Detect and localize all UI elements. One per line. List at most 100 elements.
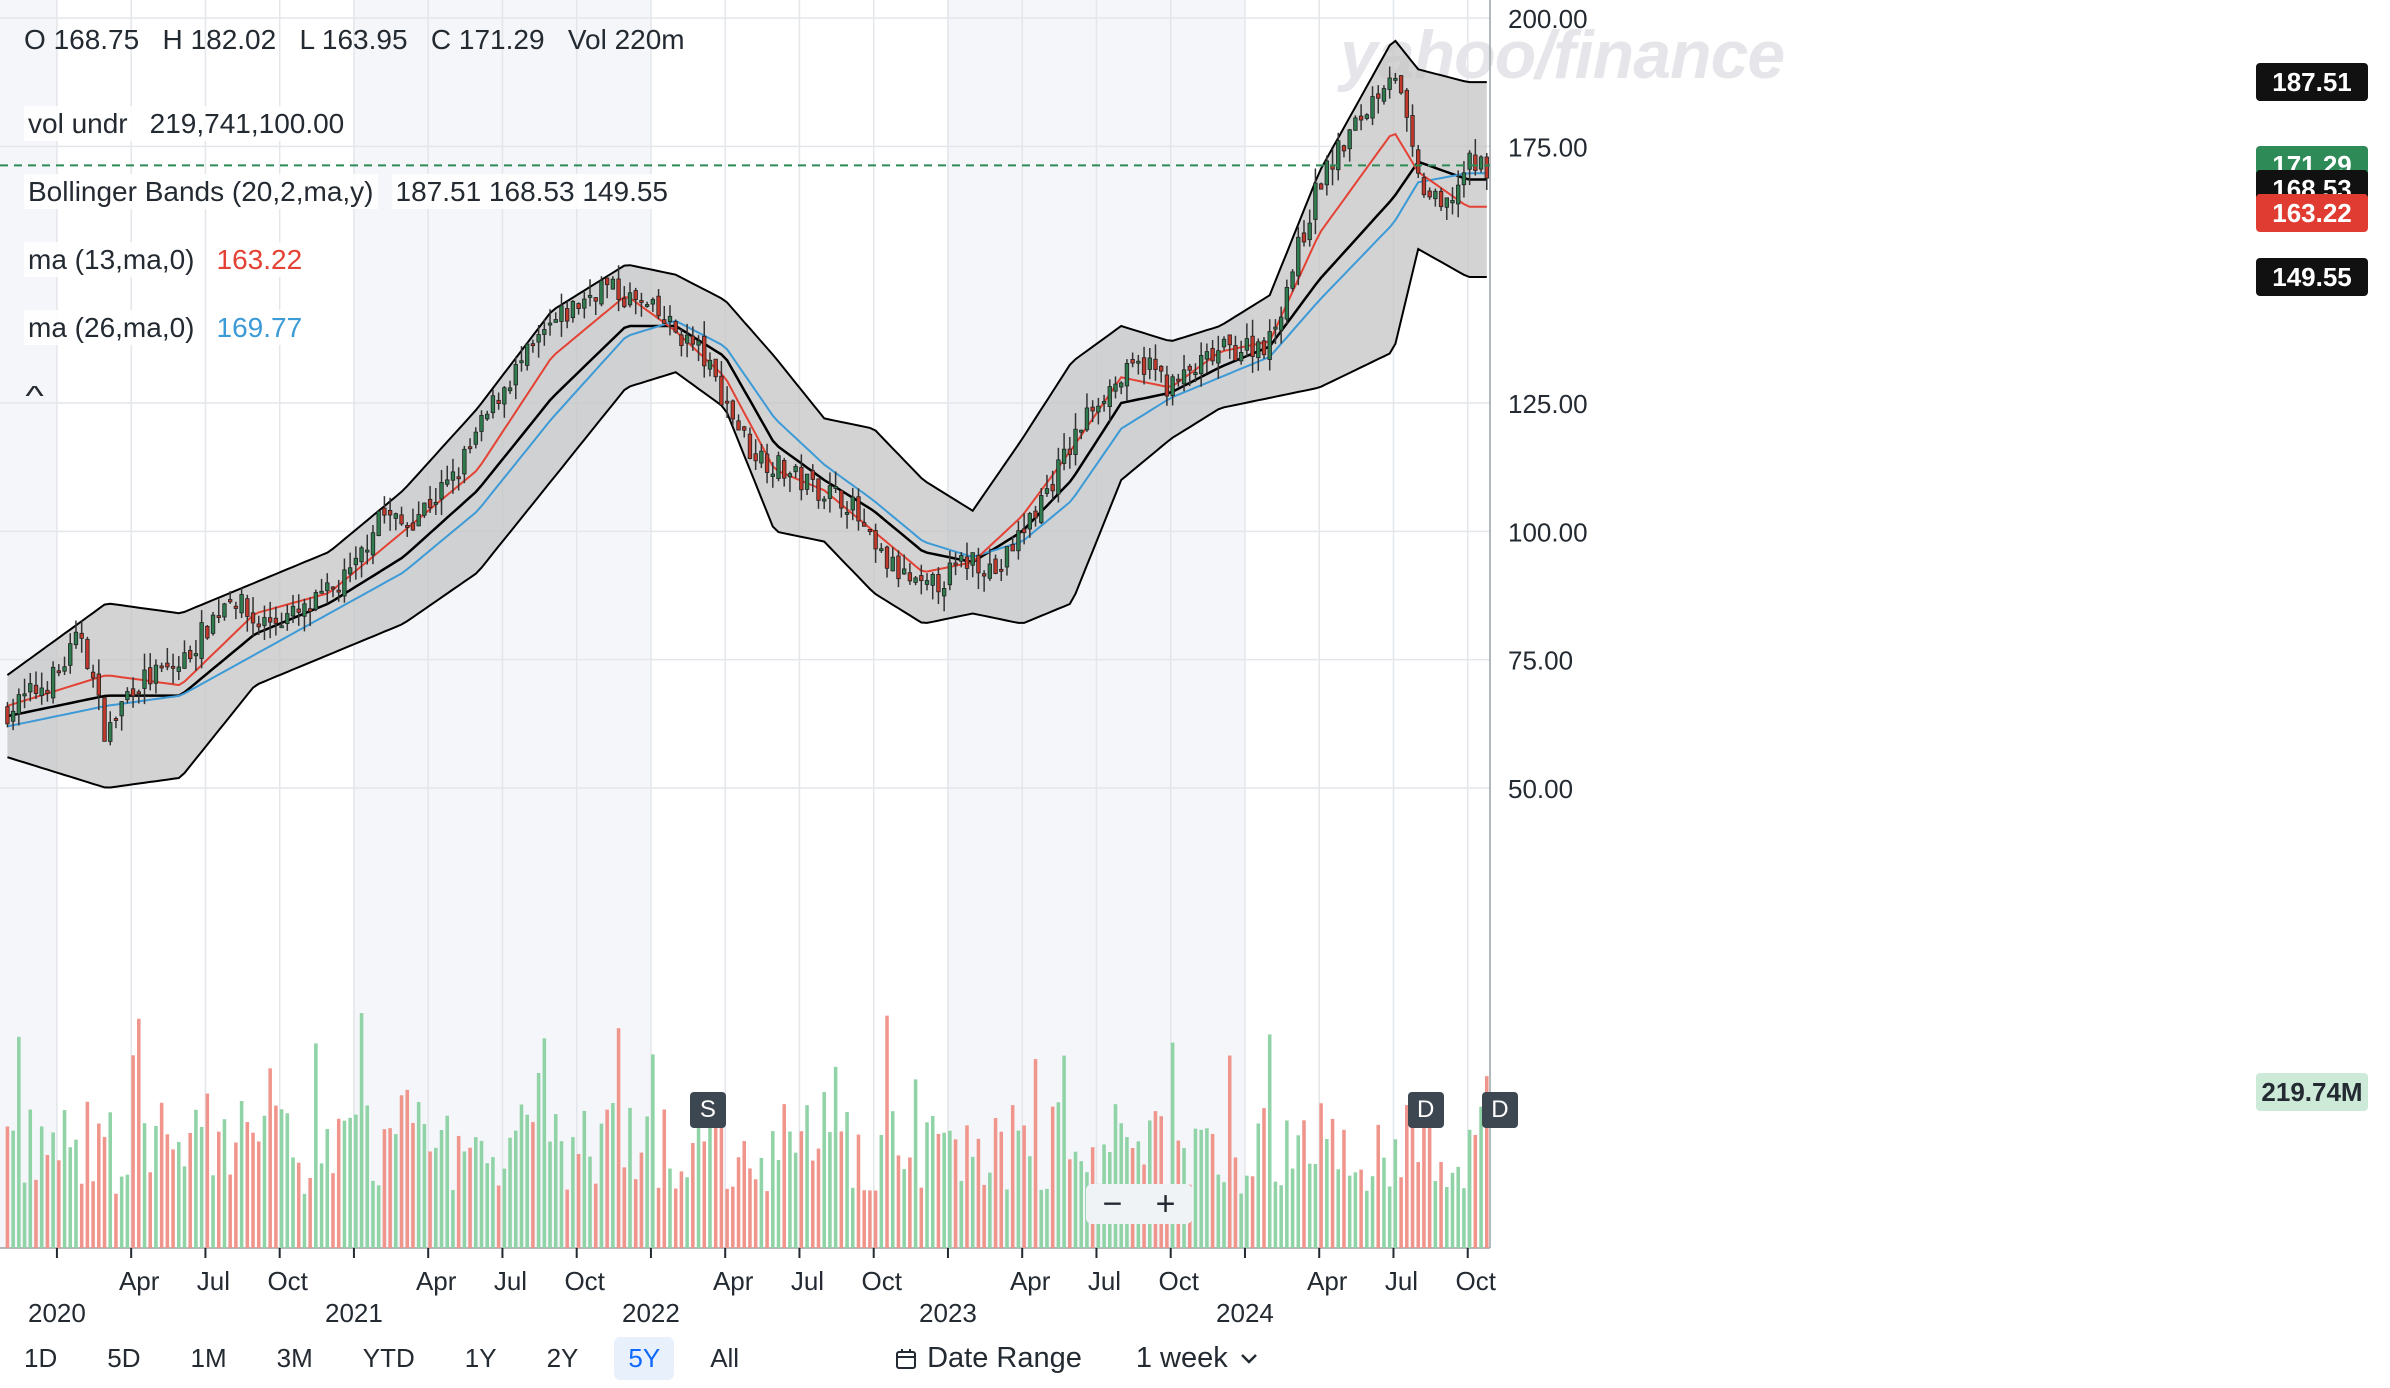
candle-body xyxy=(1096,405,1101,413)
volume-bar xyxy=(1010,1105,1015,1248)
candle-body xyxy=(1416,149,1421,174)
interval-dropdown[interactable]: 1 week xyxy=(1136,1342,1258,1375)
volume-bar xyxy=(279,1109,284,1248)
volume-bar xyxy=(1256,1123,1261,1248)
x-tick-label: Oct xyxy=(564,1266,605,1296)
volume-bar xyxy=(1296,1135,1301,1248)
volume-bar xyxy=(896,1155,901,1248)
candle-body xyxy=(170,665,176,669)
legend-ma26[interactable]: ma (26,ma,0) 169.77 xyxy=(24,310,320,345)
candle-body xyxy=(587,294,593,298)
dividend-event-badge[interactable]: D xyxy=(1407,1092,1444,1128)
candle-body xyxy=(799,466,804,491)
date-range-label: Date Range xyxy=(927,1342,1082,1374)
volume-bar xyxy=(1376,1124,1381,1248)
candle-body xyxy=(622,297,627,308)
candle-body xyxy=(616,278,621,300)
volume-bar xyxy=(462,1151,467,1248)
candle-body xyxy=(570,301,576,319)
candle-body xyxy=(936,574,941,593)
legend-name: ma (13,ma,0) xyxy=(24,242,199,277)
volume-bar xyxy=(793,1152,798,1248)
candle-body xyxy=(85,638,90,669)
volume-bar xyxy=(576,1153,581,1248)
legend-bollinger[interactable]: Bollinger Bands (20,2,ma,y) 187.51 168.53… xyxy=(24,174,686,209)
volume-bar xyxy=(1462,1188,1466,1248)
candle-body xyxy=(724,400,730,404)
range-button-5y[interactable]: 5Y xyxy=(614,1337,675,1380)
legend-value: 219,741,100.00 xyxy=(145,106,349,141)
volume-bar xyxy=(97,1123,101,1248)
candle-body xyxy=(1153,358,1158,370)
candle-body xyxy=(1119,382,1124,388)
volume-bar xyxy=(805,1105,809,1248)
open-label: O xyxy=(24,24,46,55)
volume-bar xyxy=(691,1143,695,1248)
candle-body xyxy=(1393,77,1398,81)
range-button-1m[interactable]: 1M xyxy=(190,1343,227,1373)
candle-body xyxy=(422,502,427,516)
volume-bar xyxy=(1467,1129,1472,1248)
volume-bar xyxy=(1450,1172,1455,1248)
volume-bar xyxy=(673,1188,678,1248)
candle-body xyxy=(1347,129,1352,150)
volume-bar xyxy=(970,1156,975,1248)
split-event-badge[interactable]: S xyxy=(689,1092,726,1128)
x-tick-label: Oct xyxy=(1158,1266,1199,1296)
candle-body xyxy=(747,433,753,459)
volume-bar xyxy=(1290,1168,1295,1248)
candle-body xyxy=(1324,160,1330,186)
candle-body xyxy=(176,666,181,672)
volume-bar xyxy=(319,1163,324,1248)
volume-bar xyxy=(57,1160,61,1248)
candle-body xyxy=(713,358,718,378)
chevron-down-icon xyxy=(1240,1353,1257,1364)
legend-ma13[interactable]: ma (13,ma,0) 163.22 xyxy=(24,242,320,277)
volume-bar xyxy=(816,1148,821,1248)
collapse-legend-chevron-icon[interactable]: ^ xyxy=(25,380,44,411)
candle-body xyxy=(1478,156,1484,170)
low-label: L xyxy=(299,24,315,55)
x-tick-label: Jul xyxy=(791,1266,824,1296)
candle-body xyxy=(1421,177,1427,196)
dividend-event-badge[interactable]: D xyxy=(1481,1092,1518,1128)
range-button-ytd[interactable]: YTD xyxy=(362,1343,415,1373)
candle-body xyxy=(330,586,336,590)
range-button-5d[interactable]: 5D xyxy=(107,1343,141,1373)
volume-bar xyxy=(1393,1139,1398,1248)
zoom-out-button[interactable]: − xyxy=(1102,1184,1123,1223)
candle-body xyxy=(319,590,324,594)
volume-bar xyxy=(1422,1126,1426,1248)
volume-bar xyxy=(468,1147,472,1248)
volume-bar xyxy=(268,1068,272,1248)
volume-bar xyxy=(1210,1133,1215,1248)
volume-bar xyxy=(628,1107,632,1248)
candle-body xyxy=(742,426,747,431)
candle-body xyxy=(1238,351,1244,362)
volume-bar xyxy=(1427,1105,1432,1248)
date-range-button[interactable]: Date Range xyxy=(895,1342,1082,1375)
range-button-1y[interactable]: 1Y xyxy=(464,1343,497,1373)
candle-body xyxy=(1427,190,1432,198)
candle-body xyxy=(307,608,313,612)
volume-bar xyxy=(1239,1193,1243,1248)
volume-bar xyxy=(445,1115,449,1248)
candle-body xyxy=(125,691,130,701)
volume-bar xyxy=(508,1137,512,1248)
candle-body xyxy=(553,319,558,323)
close-label: C xyxy=(430,24,452,55)
range-button-3m[interactable]: 3M xyxy=(276,1343,313,1373)
zoom-in-button[interactable]: + xyxy=(1155,1184,1176,1223)
volume-bar xyxy=(833,1066,838,1248)
legend-vol-undr[interactable]: vol undr 219,741,100.00 xyxy=(24,106,362,141)
candle-body xyxy=(1181,369,1187,385)
candle-body xyxy=(1141,357,1147,375)
candle-body xyxy=(462,448,467,475)
volume-bar xyxy=(1205,1128,1209,1248)
range-button-1d[interactable]: 1D xyxy=(24,1343,58,1373)
range-button-2y[interactable]: 2Y xyxy=(546,1343,579,1373)
candle-body xyxy=(50,666,56,699)
candle-body xyxy=(976,555,981,574)
candle-body xyxy=(222,603,227,618)
range-button-all[interactable]: All xyxy=(710,1343,740,1373)
